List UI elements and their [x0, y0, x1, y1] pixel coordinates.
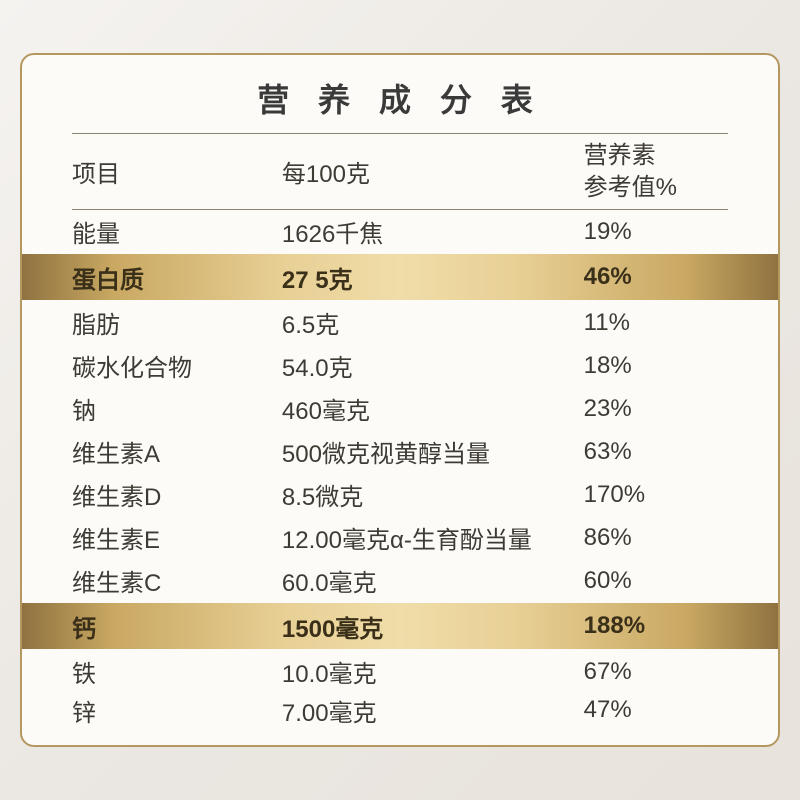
table-title: 营 养 成 分 表	[72, 55, 728, 134]
table-row: 能量1626千焦19%	[22, 210, 778, 253]
cell-amount: 6.5克	[282, 305, 584, 340]
table-row: 碳水化合物54.0克18%	[22, 344, 778, 387]
table-row: 钠460毫克23%	[22, 387, 778, 430]
table-row: 维生素D8.5微克170%	[22, 473, 778, 516]
table-row: 锌7.00毫克47%	[22, 693, 778, 745]
cell-amount: 54.0克	[282, 348, 584, 383]
header-col-amount: 每100克	[282, 154, 584, 189]
cell-nrv: 170%	[584, 481, 728, 509]
cell-nrv: 60%	[584, 567, 728, 595]
header-col-nrv: 营养素 参考值%	[584, 140, 728, 202]
cell-name: 维生素E	[72, 520, 282, 555]
cell-amount: 500微克视黄醇当量	[282, 434, 584, 469]
cell-nrv: 67%	[584, 658, 728, 686]
table-row: 维生素A500微克视黄醇当量63%	[22, 430, 778, 473]
cell-name: 脂肪	[72, 305, 282, 340]
cell-nrv: 86%	[584, 524, 728, 552]
cell-name: 碳水化合物	[72, 348, 282, 383]
cell-name: 钙	[72, 609, 282, 644]
cell-amount: 7.00毫克	[282, 693, 584, 728]
cell-amount: 8.5微克	[282, 477, 584, 512]
cell-nrv: 18%	[584, 352, 728, 380]
nutrition-table-container: 营 养 成 分 表 项目 每100克 营养素 参考值% 能量1626千焦19%蛋…	[20, 53, 780, 747]
table-row: 钙1500毫克188%	[22, 603, 778, 649]
table-row: 脂肪6.5克11%	[22, 301, 778, 344]
cell-name: 钠	[72, 391, 282, 426]
cell-amount: 460毫克	[282, 391, 584, 426]
table-header-row: 项目 每100克 营养素 参考值%	[72, 134, 728, 210]
cell-name: 维生素D	[72, 477, 282, 512]
table-row: 铁10.0毫克67%	[22, 650, 778, 693]
header-nrv-line1: 营养素	[584, 140, 728, 171]
cell-amount: 12.00毫克α-生育酚当量	[282, 520, 584, 555]
table-row: 维生素C60.0毫克60%	[22, 559, 778, 602]
cell-name: 维生素C	[72, 563, 282, 598]
cell-nrv: 19%	[584, 218, 728, 246]
nutrition-table: 项目 每100克 营养素 参考值% 能量1626千焦19%蛋白质27 5克46%…	[22, 134, 778, 745]
cell-amount: 27 5克	[282, 260, 584, 295]
table-row: 蛋白质27 5克46%	[22, 254, 778, 300]
header-col-item: 项目	[72, 154, 282, 189]
cell-nrv: 47%	[584, 696, 728, 724]
cell-amount: 60.0毫克	[282, 563, 584, 598]
cell-amount: 1500毫克	[282, 609, 584, 644]
table-row: 维生素E12.00毫克α-生育酚当量86%	[22, 516, 778, 559]
cell-name: 维生素A	[72, 434, 282, 469]
cell-name: 能量	[72, 214, 282, 249]
cell-nrv: 188%	[584, 612, 728, 640]
cell-nrv: 63%	[584, 438, 728, 466]
cell-name: 铁	[72, 654, 282, 689]
header-nrv-line2: 参考值%	[584, 172, 728, 203]
cell-name: 锌	[72, 693, 282, 728]
cell-nrv: 23%	[584, 395, 728, 423]
cell-amount: 10.0毫克	[282, 654, 584, 689]
cell-name: 蛋白质	[72, 260, 282, 295]
cell-nrv: 46%	[584, 263, 728, 291]
cell-nrv: 11%	[584, 309, 728, 337]
cell-amount: 1626千焦	[282, 214, 584, 249]
